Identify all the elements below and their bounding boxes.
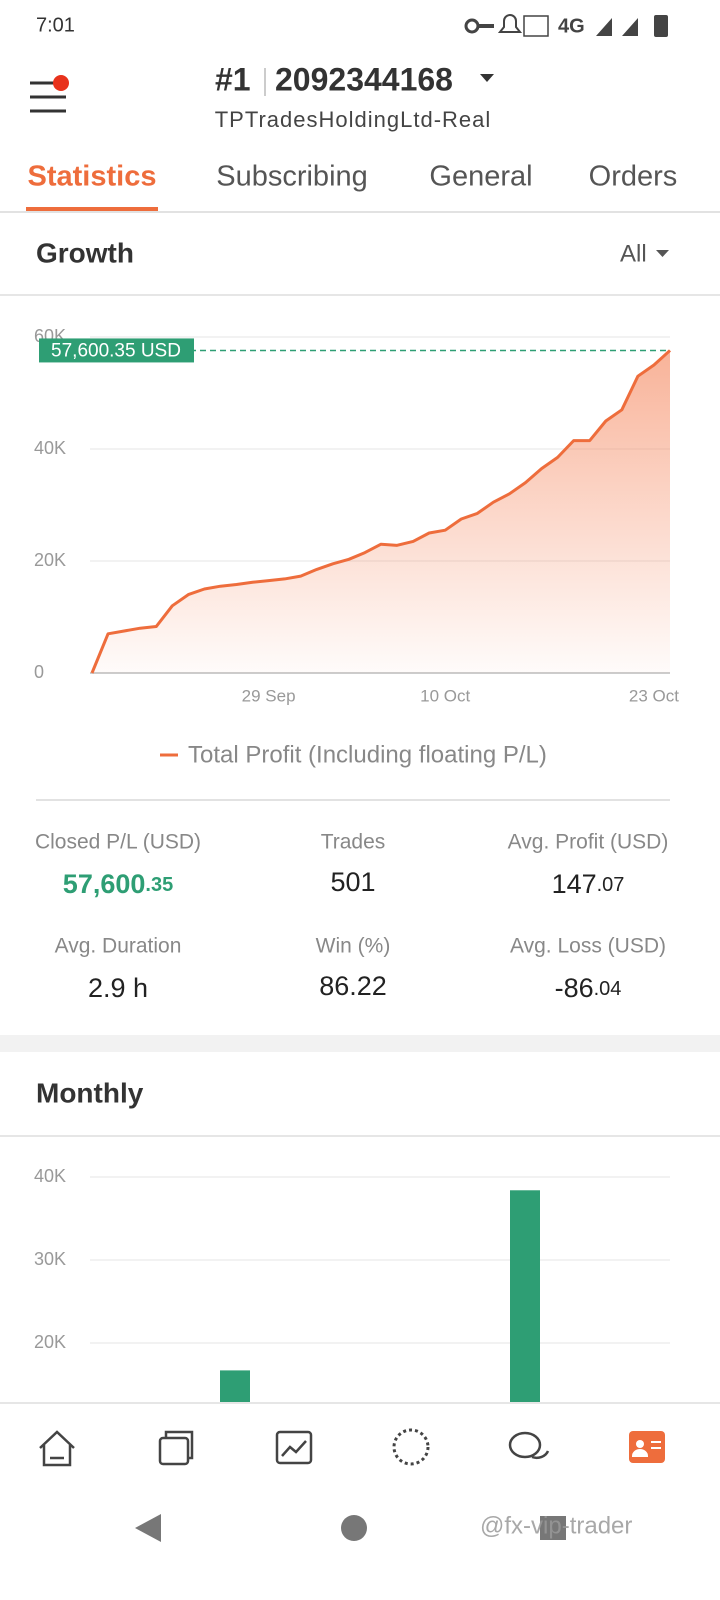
value-label: 57,600.35 USD [51, 340, 181, 361]
y-tick-label: 20K [34, 1332, 66, 1352]
stat-label: Avg. Profit (USD) [508, 831, 669, 854]
account-number: #1 [215, 61, 251, 97]
y-tick-label: 30K [34, 1249, 66, 1269]
stat-label: Win (%) [316, 935, 391, 958]
line [90, 349, 672, 674]
x-tick-label: 10 Oct [420, 686, 470, 705]
tab-indicator [26, 207, 158, 211]
x-tick-label: 29 Sep [242, 686, 296, 705]
watermark: @fx-vip-trader [480, 1512, 632, 1539]
nav-profile[interactable] [629, 1431, 665, 1463]
server-name: TPTradesHoldingLtd-Real [215, 107, 492, 132]
nav-chat[interactable] [508, 1431, 550, 1460]
bottom-nav [0, 1403, 720, 1500]
account-id[interactable]: 2092344168 [275, 61, 453, 97]
tab[interactable]: Subscribing [216, 161, 368, 193]
tab[interactable]: Statistics [28, 161, 157, 193]
stat-value: 501 [330, 867, 375, 897]
stat-value: -86.04 [555, 973, 622, 1003]
y-tick-label: 20K [34, 550, 66, 570]
stat-value: 147.07 [552, 869, 625, 899]
nav-discover[interactable] [392, 1428, 430, 1466]
stat-label: Avg. Duration [55, 935, 182, 958]
system-back[interactable] [135, 1514, 161, 1542]
filter[interactable]: All [620, 240, 647, 267]
system-recents[interactable] [540, 1516, 566, 1540]
stat-value: 57,600.35 [63, 869, 173, 899]
stat-label: Closed P/L (USD) [35, 831, 201, 854]
section-title: Monthly [36, 1077, 144, 1108]
network-type: 4G [558, 15, 585, 37]
system-home[interactable] [341, 1515, 367, 1541]
stat-label: Avg. Loss (USD) [510, 935, 666, 958]
nav-chart[interactable] [275, 1430, 313, 1465]
section-gap [0, 1035, 720, 1052]
monthly-chart: 20K 30K 40K [34, 1166, 670, 1403]
stat-value: 86.22 [319, 971, 387, 1001]
nav-home[interactable] [39, 1430, 75, 1467]
filter-arrow[interactable] [656, 250, 669, 257]
stat-label: Trades [321, 831, 386, 854]
y-tick-label: 0 [34, 662, 44, 682]
x-tick-label: 23 Oct [629, 686, 679, 705]
status-icons [464, 14, 668, 37]
nav-copy[interactable] [158, 1430, 194, 1466]
bar [220, 1370, 250, 1403]
area-fill [92, 350, 670, 673]
bar [510, 1190, 540, 1403]
legend-label: Total Profit (Including floating P/L) [188, 741, 547, 768]
section-title: Growth [36, 237, 134, 268]
y-tick-label: 40K [34, 438, 66, 458]
status-time: 7:01 [36, 14, 75, 36]
tab[interactable]: General [429, 161, 532, 193]
stat-value: 2.9 h [88, 973, 148, 1003]
menu-button[interactable] [30, 75, 69, 113]
tab[interactable]: Orders [589, 161, 678, 193]
account-dropdown[interactable] [480, 74, 494, 82]
value-badge [39, 338, 194, 363]
y-tick-label: 40K [34, 1166, 66, 1186]
